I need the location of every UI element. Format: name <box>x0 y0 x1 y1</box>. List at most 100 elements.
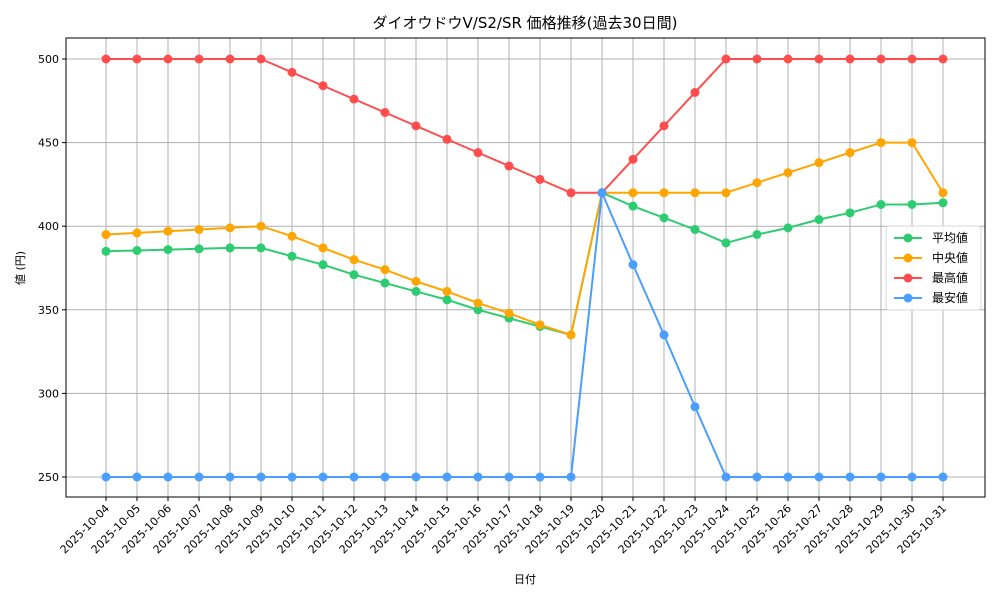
data-point <box>690 188 700 198</box>
data-point <box>814 54 824 64</box>
data-point <box>225 243 235 253</box>
data-point <box>411 472 421 482</box>
data-point <box>318 260 328 270</box>
series-path <box>106 58 943 194</box>
data-point <box>411 276 421 286</box>
data-point <box>132 228 142 238</box>
y-tick-label: 350 <box>38 304 59 317</box>
data-point <box>132 245 142 255</box>
data-point <box>628 188 638 198</box>
data-point <box>659 121 669 131</box>
grid-lines <box>66 38 985 497</box>
data-point <box>721 238 731 248</box>
y-tick-label: 400 <box>38 220 59 233</box>
data-point <box>163 472 173 482</box>
data-point <box>287 231 297 241</box>
legend-marker-icon <box>903 293 913 303</box>
legend-item: 最安値 <box>894 290 968 305</box>
data-point <box>752 230 762 240</box>
data-point <box>442 295 452 305</box>
data-point <box>938 472 948 482</box>
data-point <box>442 286 452 296</box>
y-tick-label: 500 <box>38 53 59 66</box>
legend-label: 平均値 <box>932 230 968 245</box>
data-point <box>163 226 173 236</box>
y-tick-label: 250 <box>38 471 59 484</box>
data-point <box>659 330 669 340</box>
data-point <box>566 188 576 198</box>
data-point <box>659 188 669 198</box>
series-line <box>101 138 948 340</box>
data-point <box>380 472 390 482</box>
data-point <box>349 255 359 265</box>
y-axis-ticks: 250 300 350 400 450 500 <box>38 53 66 484</box>
data-point <box>597 188 607 198</box>
data-point <box>318 81 328 91</box>
data-point <box>349 472 359 482</box>
legend-label: 中央値 <box>932 250 968 265</box>
data-point <box>938 54 948 64</box>
data-point <box>287 67 297 77</box>
data-point <box>287 251 297 261</box>
data-point <box>659 213 669 223</box>
data-point <box>287 472 297 482</box>
series-path <box>105 191 944 337</box>
data-point <box>721 472 731 482</box>
plot-frame <box>65 37 986 498</box>
legend-item: 最高値 <box>894 270 968 285</box>
data-point <box>690 87 700 97</box>
legend-label: 最安値 <box>932 290 968 305</box>
data-point <box>814 215 824 225</box>
y-tick-label: 300 <box>38 387 59 400</box>
data-point <box>473 305 483 315</box>
series-line <box>101 188 948 482</box>
data-point <box>876 472 886 482</box>
data-point <box>101 54 111 64</box>
legend-item: 中央値 <box>894 250 968 265</box>
legend-marker-icon <box>903 273 913 283</box>
data-point <box>814 472 824 482</box>
data-point <box>380 108 390 118</box>
data-point <box>225 472 235 482</box>
data-point <box>380 265 390 275</box>
chart-title: ダイオウドウV/S2/SR 価格推移(過去30日間) <box>373 14 678 32</box>
data-point <box>845 54 855 64</box>
data-point <box>101 230 111 240</box>
data-point <box>907 138 917 148</box>
data-point <box>535 472 545 482</box>
data-point <box>318 472 328 482</box>
data-point <box>380 278 390 288</box>
data-point <box>783 472 793 482</box>
data-point <box>194 54 204 64</box>
data-point <box>256 54 266 64</box>
data-point <box>721 188 731 198</box>
data-point <box>504 472 514 482</box>
data-point <box>907 199 917 209</box>
data-point <box>473 298 483 308</box>
y-tick-label: 450 <box>38 137 59 150</box>
data-point <box>349 270 359 280</box>
data-point <box>845 148 855 158</box>
data-point <box>411 121 421 131</box>
data-point <box>535 174 545 184</box>
data-point <box>318 243 328 253</box>
data-point <box>473 148 483 158</box>
series-path <box>106 188 943 478</box>
data-point <box>690 402 700 412</box>
data-point <box>752 472 762 482</box>
data-point <box>845 472 855 482</box>
data-point <box>783 168 793 178</box>
data-point <box>690 225 700 235</box>
data-point <box>938 188 948 198</box>
data-point <box>349 94 359 104</box>
data-point <box>504 161 514 171</box>
data-point <box>101 472 111 482</box>
data-point <box>566 330 576 340</box>
data-point <box>256 243 266 253</box>
x-axis-label: 日付 <box>514 573 536 586</box>
data-point <box>814 158 824 168</box>
legend-box <box>885 225 982 311</box>
series-path <box>105 141 944 337</box>
data-point <box>163 54 173 64</box>
